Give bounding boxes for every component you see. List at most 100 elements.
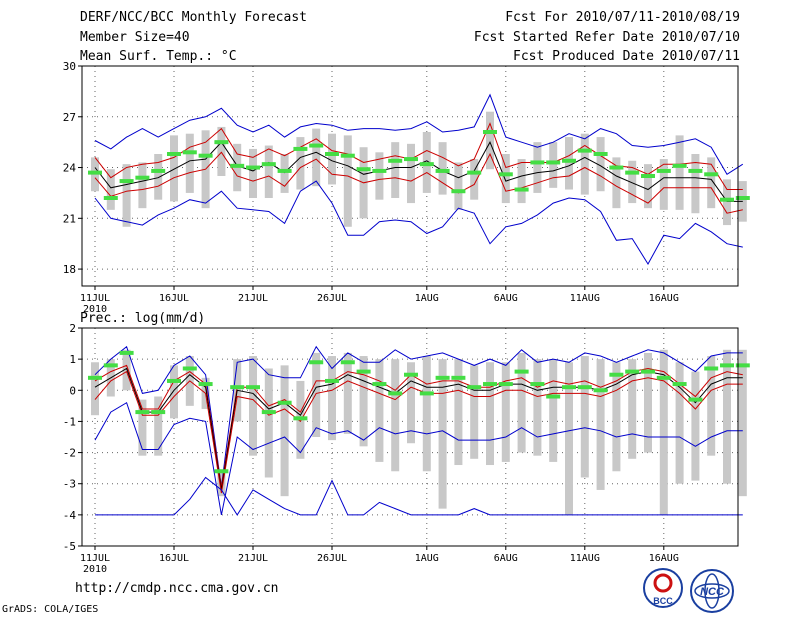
obs-marker xyxy=(577,148,592,153)
obs-marker xyxy=(672,163,687,168)
x-tick-label: 16AUG xyxy=(649,293,679,304)
obs-marker xyxy=(230,163,245,168)
series-line-min xyxy=(94,180,743,265)
obs-marker xyxy=(135,410,150,415)
spread-box xyxy=(328,356,336,441)
spread-box xyxy=(343,352,352,434)
grads-credit: GrADS: COLA/IGES xyxy=(2,604,99,615)
x-tick-label: 26JUL xyxy=(317,553,347,564)
obs-marker xyxy=(688,397,703,402)
chart-title: DERF/NCC/BCC Monthly Forecast xyxy=(80,10,307,25)
x-year-label: 2010 xyxy=(83,304,107,315)
spread-box xyxy=(486,362,494,466)
obs-marker xyxy=(641,369,655,374)
spread-box xyxy=(154,154,163,200)
x-tick-label: 11JUL xyxy=(80,293,110,304)
y-tick-label: -4 xyxy=(63,509,77,522)
obs-marker xyxy=(593,152,608,156)
obs-marker xyxy=(735,363,750,368)
obs-marker xyxy=(356,369,371,374)
plot-frame xyxy=(81,65,739,287)
obs-marker xyxy=(720,363,734,368)
y-tick-label: 27 xyxy=(63,111,76,124)
spread-box xyxy=(691,154,700,214)
series-line-max xyxy=(94,345,743,487)
x-year-label: 2010 xyxy=(83,564,107,575)
forecast-produced-date: Fcst Produced Date 2010/07/11 xyxy=(513,49,740,64)
obs-marker xyxy=(688,168,703,173)
svg-text:NCC: NCC xyxy=(700,586,725,598)
y-tick-label: -2 xyxy=(63,447,76,460)
obs-marker xyxy=(182,150,197,155)
spread-box xyxy=(533,359,542,456)
spread-box xyxy=(470,365,479,459)
spread-box xyxy=(106,169,115,210)
chart-panel-1: 18 21 24 27 30 11JUL 16JUL 21JUL 26JUL 1AUG 6AUG 11… xyxy=(63,60,750,315)
obs-marker xyxy=(451,189,466,194)
series-line-min xyxy=(94,401,743,515)
plot-frame xyxy=(81,327,739,547)
x-tick-label: 16JUL xyxy=(159,553,189,564)
obs-marker xyxy=(656,168,671,173)
member-size: Member Size=40 xyxy=(80,30,190,45)
obs-marker xyxy=(704,366,719,371)
spread-box xyxy=(596,137,605,192)
obs-marker xyxy=(88,375,102,380)
obs-marker xyxy=(546,394,561,399)
spread-box xyxy=(170,135,178,202)
obs-marker xyxy=(309,360,324,365)
obs-marker xyxy=(119,179,134,184)
obs-marker xyxy=(419,391,434,396)
obs-marker xyxy=(625,369,640,374)
spread-box xyxy=(359,356,368,447)
x-tick-label: 11AUG xyxy=(570,553,600,564)
obs-marker xyxy=(562,385,576,390)
spread-box xyxy=(723,349,731,484)
obs-marker xyxy=(483,382,497,387)
obs-marker xyxy=(293,416,308,421)
obs-marker xyxy=(293,146,308,151)
obs-marker xyxy=(498,172,513,177)
spread-box xyxy=(296,137,305,190)
spread-box xyxy=(343,135,352,227)
obs-marker xyxy=(214,140,229,145)
obs-marker xyxy=(151,168,166,173)
spread-box xyxy=(454,162,463,210)
spread-box xyxy=(328,133,336,185)
spread-box xyxy=(122,349,131,391)
series-line-lower xyxy=(94,370,743,494)
obs-marker xyxy=(609,165,624,170)
spread-box xyxy=(122,164,131,227)
spread-box xyxy=(407,143,415,204)
spread-box xyxy=(644,352,652,453)
source-url[interactable]: http://cmdp.ncc.cma.gov.cn xyxy=(75,581,279,596)
chart-panel-2: -5 -4 -3 -2 -1 0 1 2 11JUL 16JUL 21JUL 26JUL 1AUG 6AU… xyxy=(63,322,750,575)
obs-marker xyxy=(277,168,292,173)
x-tick-label: 6AUG xyxy=(494,553,518,564)
series-line-lower xyxy=(94,151,743,214)
spread-box xyxy=(138,399,147,456)
spread-box xyxy=(264,368,273,478)
y-tick-label: 18 xyxy=(63,263,76,276)
spread-box xyxy=(501,362,510,462)
spread-box xyxy=(486,111,494,170)
spread-box xyxy=(138,162,147,209)
spread-box xyxy=(565,362,573,515)
obs-marker xyxy=(672,382,687,387)
series-line-max xyxy=(94,93,744,176)
y-tick-label: 21 xyxy=(63,212,76,225)
variable-label-precipitation: Prec.: log(mm/d) xyxy=(80,311,205,326)
obs-marker xyxy=(340,360,355,365)
obs-marker xyxy=(246,165,260,170)
spread-box xyxy=(659,349,668,515)
spread-box xyxy=(549,359,558,462)
series-line-min-env xyxy=(95,476,743,516)
ncc-logo: NCC xyxy=(690,569,734,613)
x-tick-label: 6AUG xyxy=(494,293,518,304)
obs-marker xyxy=(404,157,418,162)
obs-marker xyxy=(214,469,229,474)
x-tick-label: 21JUL xyxy=(238,293,268,304)
spread-box xyxy=(438,142,447,195)
spread-box xyxy=(612,157,621,209)
